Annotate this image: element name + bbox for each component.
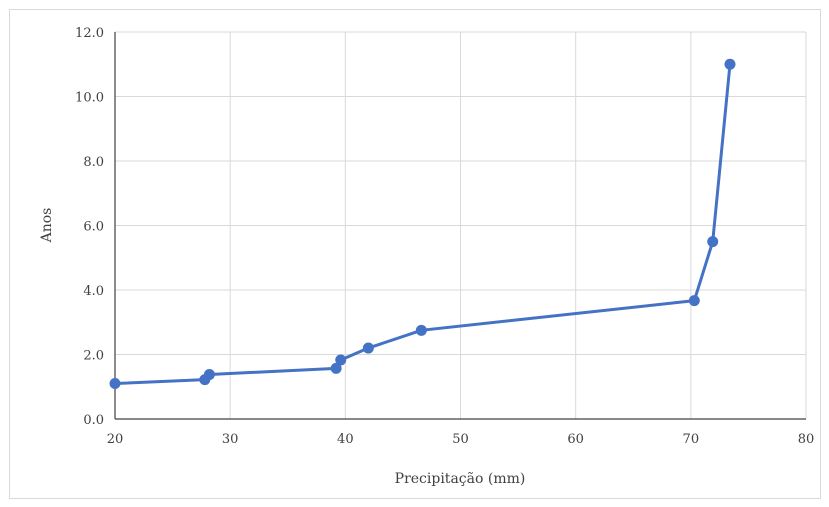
data-point <box>109 378 121 390</box>
y-tick-label: 8.0 <box>83 155 104 170</box>
data-point <box>330 362 342 374</box>
x-tick-labels: 20 30 40 50 60 70 80 <box>107 432 815 447</box>
data-point <box>335 354 347 366</box>
data-point <box>362 342 374 354</box>
y-axis-title: Anos <box>39 208 55 244</box>
data-point <box>724 58 736 70</box>
y-tick-label: 6.0 <box>83 220 104 235</box>
x-tick-label: 20 <box>107 432 124 447</box>
y-tick-label: 2.0 <box>83 349 104 364</box>
y-tick-label: 0.0 <box>83 413 104 428</box>
x-tick-label: 70 <box>683 432 700 447</box>
y-tick-label: 10.0 <box>75 91 104 106</box>
data-point <box>688 295 700 307</box>
y-tick-label: 12.0 <box>75 26 104 41</box>
x-tick-label: 40 <box>337 432 354 447</box>
x-tick-label: 80 <box>798 432 815 447</box>
y-tick-label: 4.0 <box>83 284 104 299</box>
data-point <box>415 324 427 336</box>
data-point <box>707 236 719 248</box>
y-tick-labels: 0.0 2.0 4.0 6.0 8.0 10.0 12.0 <box>75 26 104 428</box>
data-point <box>203 368 215 380</box>
gridlines <box>114 31 807 420</box>
series-line-group <box>109 58 736 390</box>
x-tick-label: 60 <box>567 432 584 447</box>
x-tick-label: 30 <box>222 432 239 447</box>
chart-frame <box>9 9 821 499</box>
x-axis-title: Precipitação (mm) <box>395 471 526 487</box>
x-tick-label: 50 <box>452 432 469 447</box>
